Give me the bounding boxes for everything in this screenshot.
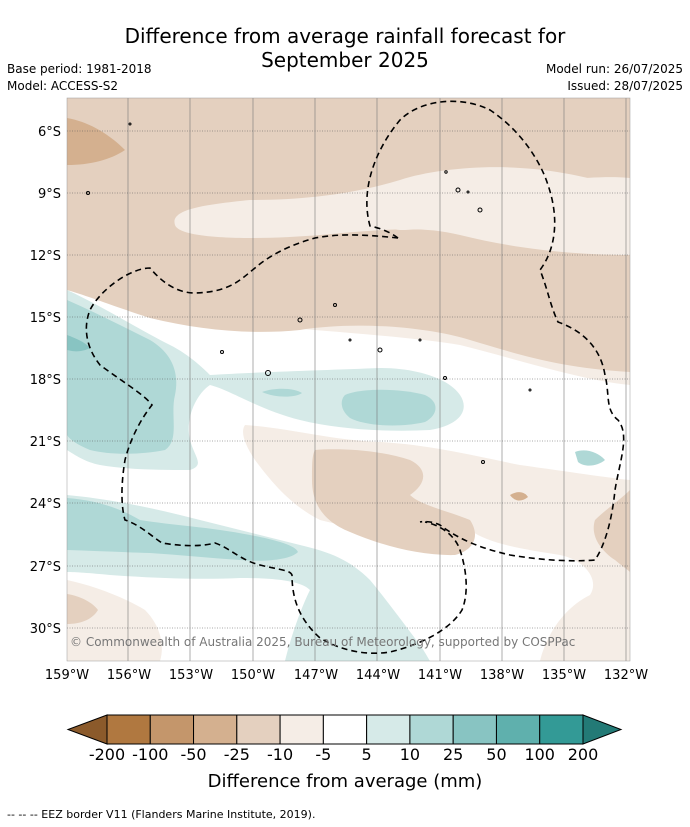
colorbar-tick-label: 25: [442, 745, 464, 764]
lon-label: 141°W: [418, 668, 462, 683]
eez-borders: [85, 100, 625, 655]
colorbar-extend-min: [66, 714, 108, 745]
colorbar-tick-label: 100: [524, 745, 555, 764]
colorbar-box: [322, 714, 368, 745]
model-run: Model run: 26/07/2025: [545, 62, 683, 76]
colorbar-tick-label: 5: [361, 745, 372, 764]
eez-footnote: -- -- -- EEZ border V11 (Flanders Marine…: [7, 808, 316, 821]
lon-label: 147°W: [294, 668, 338, 683]
wet-patch-small: [262, 388, 302, 397]
lat-label: 24°S: [30, 497, 61, 512]
colorbar: [66, 714, 623, 745]
map-frame: [66, 97, 631, 662]
colorbar-tick-label: 200: [567, 745, 599, 764]
colorbar-tick-label: 50: [486, 745, 507, 764]
lat-label: 6°S: [38, 125, 61, 140]
wet-patch-west-dark: [67, 335, 90, 352]
map-title-line1: Difference from average rainfall forecas…: [124, 24, 566, 48]
white-patch-north: [371, 177, 630, 230]
lat-label: 9°S: [38, 187, 61, 202]
colorbar-box: [236, 714, 281, 745]
wet-patch-east-small: [575, 450, 605, 466]
lon-label: 159°W: [45, 668, 89, 683]
dry-patch-east: [593, 490, 630, 572]
colorbar-box: [539, 714, 584, 745]
lat-label: 27°S: [30, 560, 61, 575]
colorbar-box: [495, 714, 541, 745]
lat-label: 18°S: [30, 373, 61, 388]
colorbar-box: [149, 714, 195, 745]
colorbar-tick-label: -50: [180, 745, 207, 764]
lat-label: 12°S: [30, 249, 61, 264]
copyright-notice: © Commonwealth of Australia 2025, Bureau…: [70, 635, 575, 649]
lat-label: 21°S: [30, 435, 61, 450]
colorbar-extend-max: [582, 714, 623, 745]
colorbar-title: Difference from average (mm): [207, 771, 483, 792]
issued-date: Issued: 28/07/2025: [567, 79, 683, 93]
base-period: Base period: 1981-2018: [7, 62, 152, 76]
wet-patch-central: [341, 389, 436, 426]
dry-patch-northwest: [67, 118, 125, 165]
longitude-labels: 159°W 156°W 153°W 150°W 147°W 144°W 141°…: [45, 668, 648, 683]
colorbar-tick-label: -200: [88, 745, 126, 764]
lon-label: 132°W: [604, 668, 648, 683]
model-name: Model: ACCESS-S2: [7, 79, 119, 93]
islands: [86, 122, 532, 464]
colorbar-tick-label: -25: [223, 745, 250, 764]
dry-patch-southwest: [67, 580, 162, 661]
lon-label: 153°W: [169, 668, 213, 683]
dry-patch-southwest-medium: [67, 594, 98, 624]
dry-region-southeast-medium: [312, 449, 475, 556]
map-title-line2: September 2025: [261, 48, 429, 72]
graticule: [127, 98, 627, 661]
wet-region-west-medium: [67, 300, 177, 454]
colorbar-tick-label: -100: [132, 745, 169, 764]
colorbar-box: [106, 714, 151, 745]
colorbar-box: [193, 714, 238, 745]
lon-label: 144°W: [356, 668, 400, 683]
wet-band-south-medium: [67, 498, 298, 561]
latitude-labels: 6°S 9°S 12°S 15°S 18°S 21°S 24°S 27°S 30…: [30, 125, 61, 637]
colorbar-box: [452, 714, 497, 745]
lat-label: 30°S: [30, 622, 61, 637]
colorbar-box: [279, 714, 324, 745]
lon-label: 156°W: [107, 668, 151, 683]
colorbar-box: [409, 714, 454, 745]
lat-label: 15°S: [30, 311, 61, 326]
lon-label: 138°W: [480, 668, 524, 683]
lon-label: 150°W: [231, 668, 275, 683]
colorbar-tick-label: 10: [399, 745, 421, 764]
dry-band-north-medium: [67, 98, 630, 372]
map-plot-area: [67, 98, 630, 661]
colorbar-box: [366, 714, 411, 745]
dry-patch-east-small: [510, 492, 528, 501]
colorbar-tick-label: -10: [267, 745, 294, 764]
colorbar-tick-label: -5: [315, 745, 332, 764]
lon-label: 135°W: [542, 668, 586, 683]
